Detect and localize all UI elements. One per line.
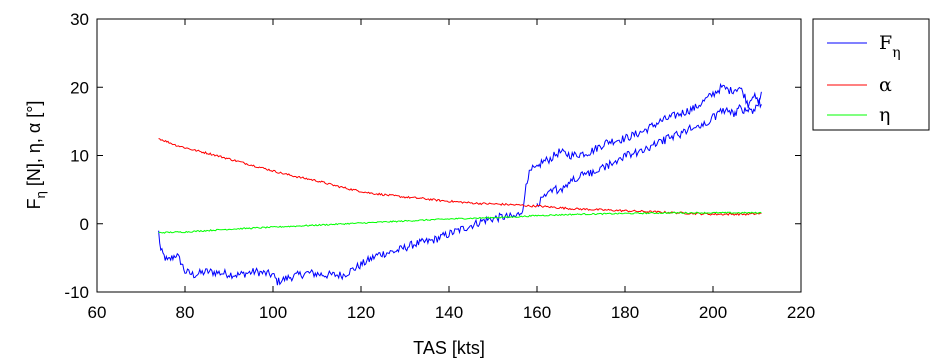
y-axis-title-sub: η [33, 191, 48, 198]
series-line-0-return [536, 91, 762, 208]
x-tick-label: 200 [699, 303, 727, 322]
y-tick-label: 0 [80, 215, 89, 234]
legend-label-alpha: α [879, 74, 892, 96]
series-line-2 [158, 211, 762, 234]
plot-area [96, 18, 802, 293]
y-axis-title: Fη [N], η, α [°] [24, 101, 48, 210]
y-tick-label: 10 [70, 147, 89, 166]
y-tick-label: -10 [64, 283, 89, 302]
x-tick-label: 120 [347, 303, 375, 322]
x-tick-label: 100 [259, 303, 287, 322]
x-tick-label: 220 [787, 303, 815, 322]
x-tick-label: 60 [88, 303, 107, 322]
y-axis-title-rest: [N], η, α [°] [24, 101, 44, 192]
y-axis-title-f: F [24, 198, 44, 209]
legend: Fη α η [812, 18, 930, 131]
series-line-0 [158, 82, 762, 286]
x-tick-label: 180 [611, 303, 639, 322]
x-axis-title: TAS [kts] [413, 338, 485, 358]
series-line-1 [158, 138, 762, 217]
series-layer [158, 82, 762, 286]
x-tick-label: 80 [176, 303, 195, 322]
legend-label-force-main: F [879, 32, 892, 54]
legend-label-force-sub: η [892, 45, 900, 61]
x-tick-label: 140 [435, 303, 463, 322]
tick-layer: 60 80 100 120 140 160 180 200 220 -10 0 10 20 30 [64, 10, 815, 322]
x-tick-label: 160 [523, 303, 551, 322]
legend-label-eta: η [879, 104, 890, 126]
y-tick-label: 30 [70, 10, 89, 29]
y-tick-label: 20 [70, 78, 89, 97]
legend-box [812, 18, 930, 131]
legend-label-force: Fη [879, 32, 901, 61]
